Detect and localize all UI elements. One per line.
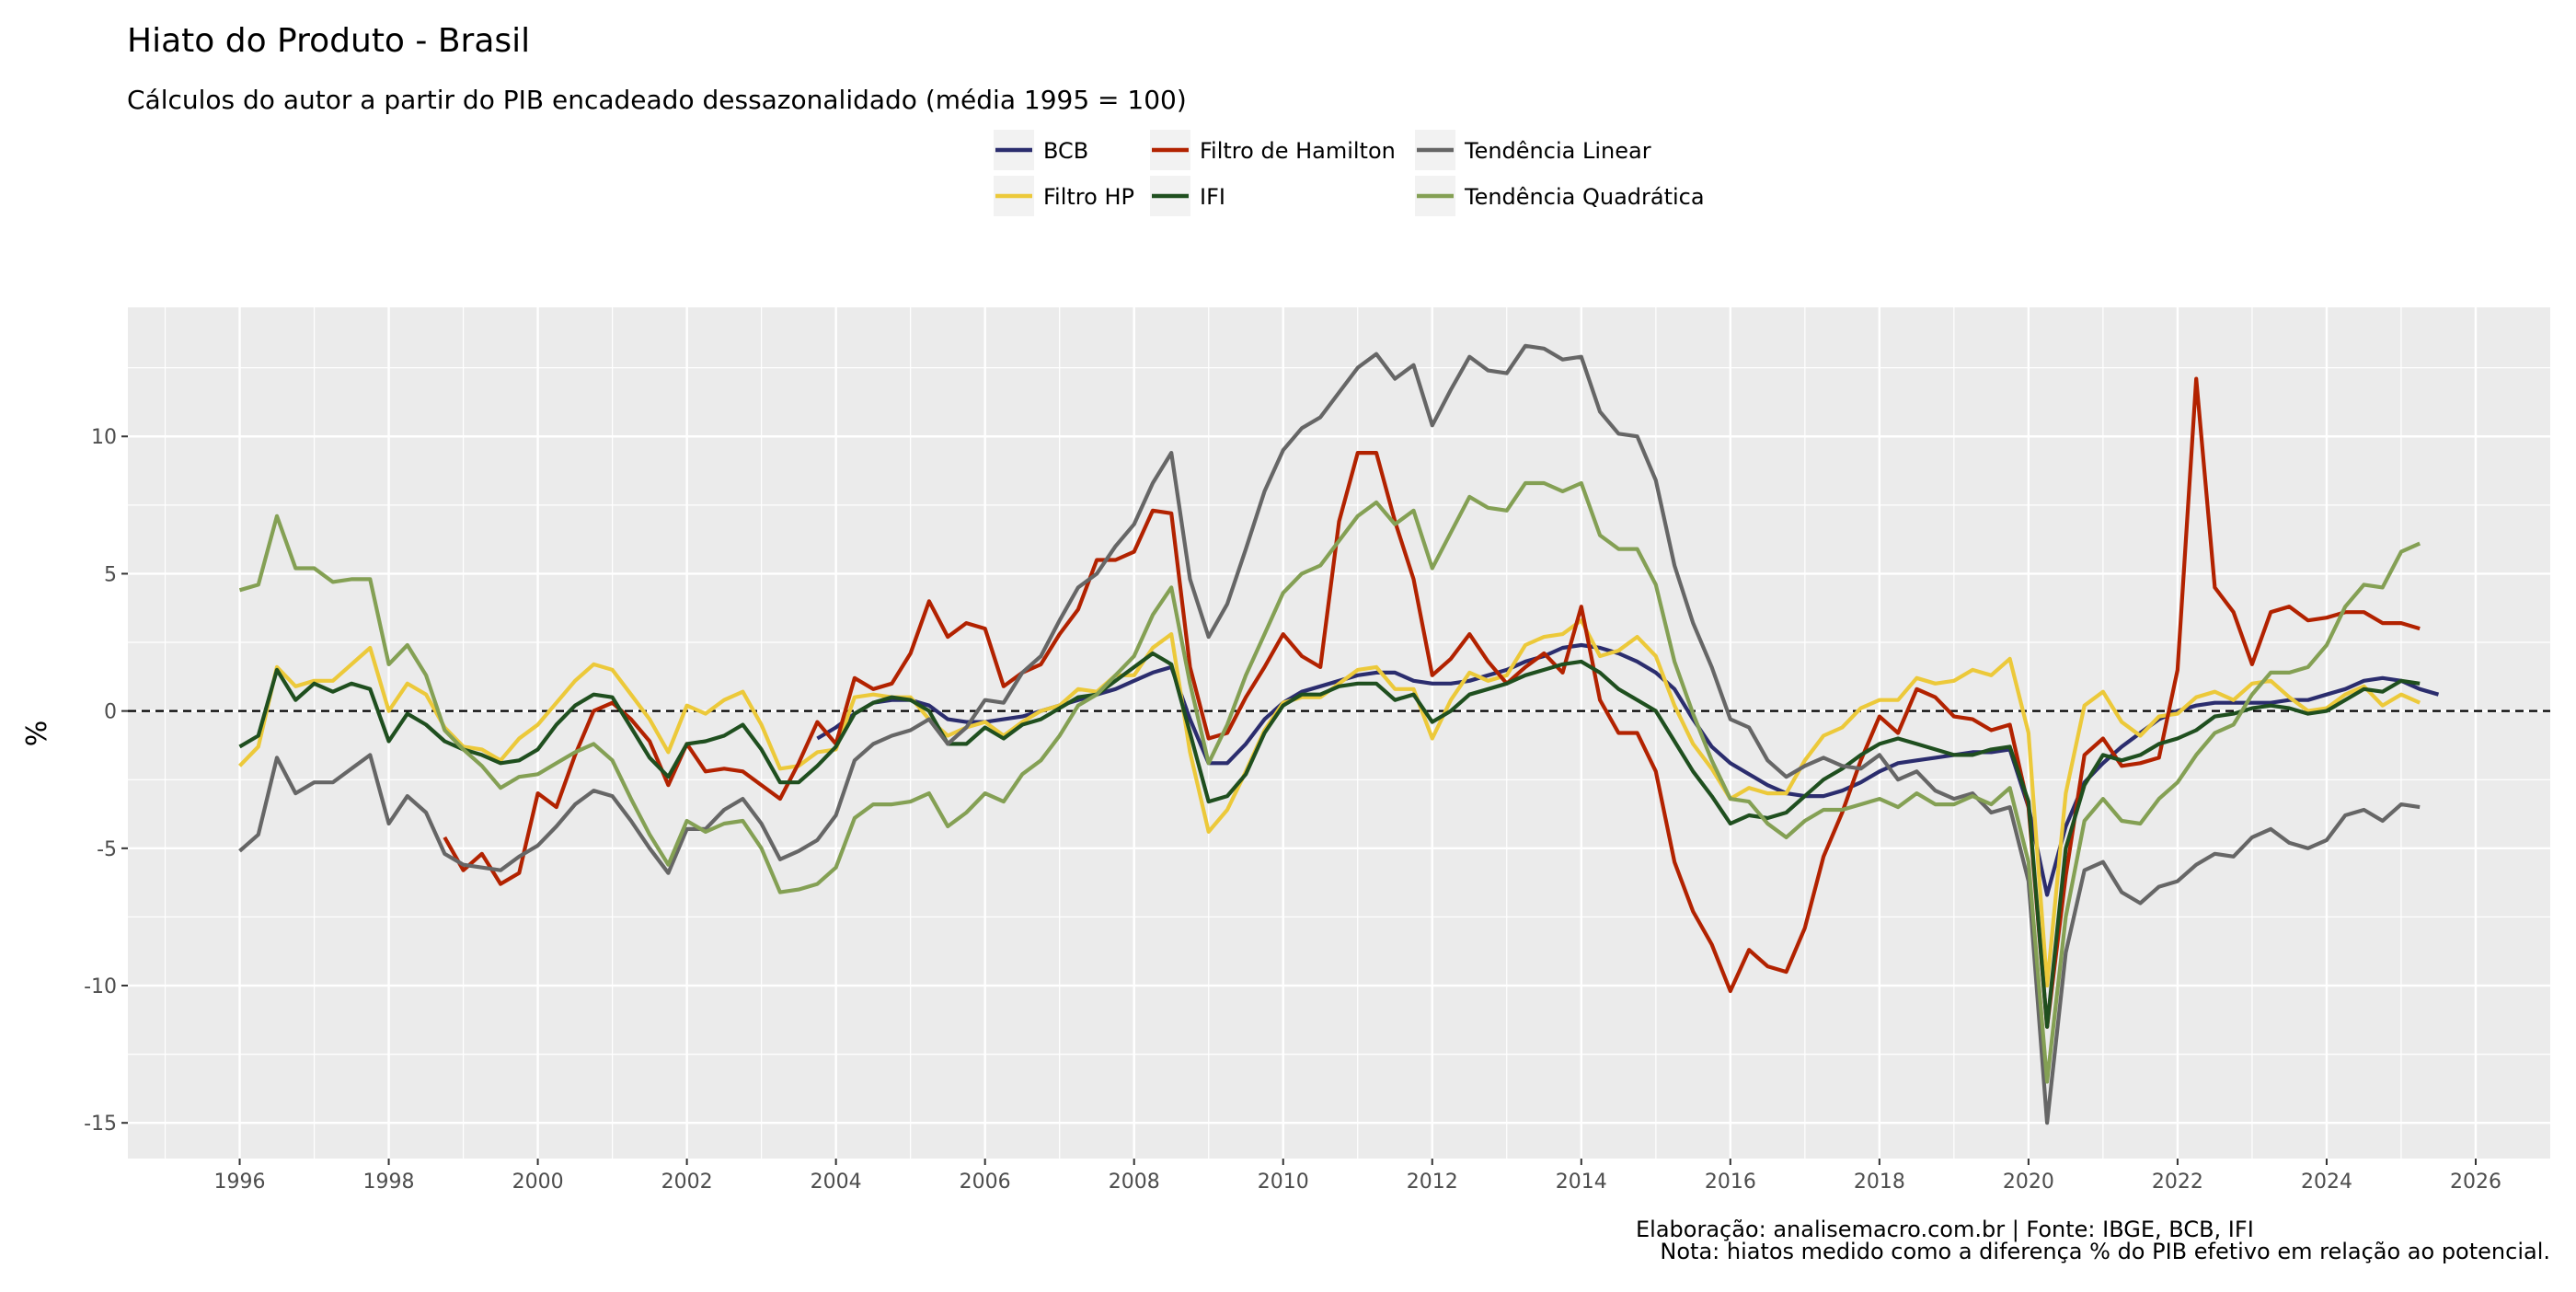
legend-label: Tendência Linear: [1464, 138, 1651, 164]
series-line-ifi: [238, 651, 2421, 1029]
caption: Elaboração: analisemacro.com.br | Fonte:…: [1636, 1217, 2254, 1242]
x-tick-label: 2004: [811, 1171, 862, 1194]
series-lines: [237, 343, 2440, 1125]
series-line-tend-ncia-quadr-tica: [238, 480, 2421, 1084]
note: Nota: hiatos medido como a diferença % d…: [1660, 1239, 2550, 1264]
y-tick-label: 0: [104, 701, 117, 724]
chart-subtitle: Cálculos do autor a partir do PIB encade…: [127, 85, 1187, 115]
x-tick-label: 2024: [2301, 1171, 2352, 1194]
x-tick-label: 2018: [1854, 1171, 1905, 1194]
series-line-filtro-de-hamilton: [443, 376, 2421, 1029]
y-tick-label: 10: [91, 426, 117, 449]
x-tick-label: 2020: [2003, 1171, 2054, 1194]
x-tick-label: 2022: [2152, 1171, 2203, 1194]
x-tick-label: 2014: [1556, 1171, 1607, 1194]
x-tick-label: 1996: [214, 1171, 266, 1194]
series-line-tend-ncia-linear: [238, 343, 2421, 1125]
y-axis-label: %: [21, 721, 53, 747]
legend-label: Filtro HP: [1043, 184, 1134, 210]
legend-label: Filtro de Hamilton: [1200, 138, 1396, 164]
x-tick-label: 2012: [1407, 1171, 1458, 1194]
legend: BCB Filtro HP Filtro de Hamilton IFI Tendênc…: [994, 130, 1705, 216]
x-tick-label: 2002: [661, 1171, 713, 1194]
y-tick-label: 5: [104, 563, 117, 586]
x-tick-label: 2016: [1705, 1171, 1756, 1194]
legend-label: Tendência Quadrática: [1464, 184, 1705, 210]
legend-label: BCB: [1043, 138, 1088, 164]
x-tick-label: 2008: [1109, 1171, 1160, 1194]
y-tick-label: -15: [84, 1113, 117, 1136]
axes: 1996 1998 2000 2002 2004 2006 2008 2010 2012 2014…: [84, 426, 2501, 1194]
y-tick-label: -10: [84, 975, 117, 998]
chart-title: Hiato do Produto - Brasil: [127, 22, 530, 60]
x-tick-label: 2026: [2450, 1171, 2501, 1194]
x-tick-label: 2006: [960, 1171, 1011, 1194]
x-tick-label: 2000: [512, 1171, 564, 1194]
y-tick-label: -5: [97, 838, 117, 861]
plot-panel: [128, 307, 2550, 1159]
legend-label: IFI: [1200, 184, 1225, 210]
x-tick-label: 1998: [363, 1171, 415, 1194]
x-tick-label: 2010: [1258, 1171, 1309, 1194]
